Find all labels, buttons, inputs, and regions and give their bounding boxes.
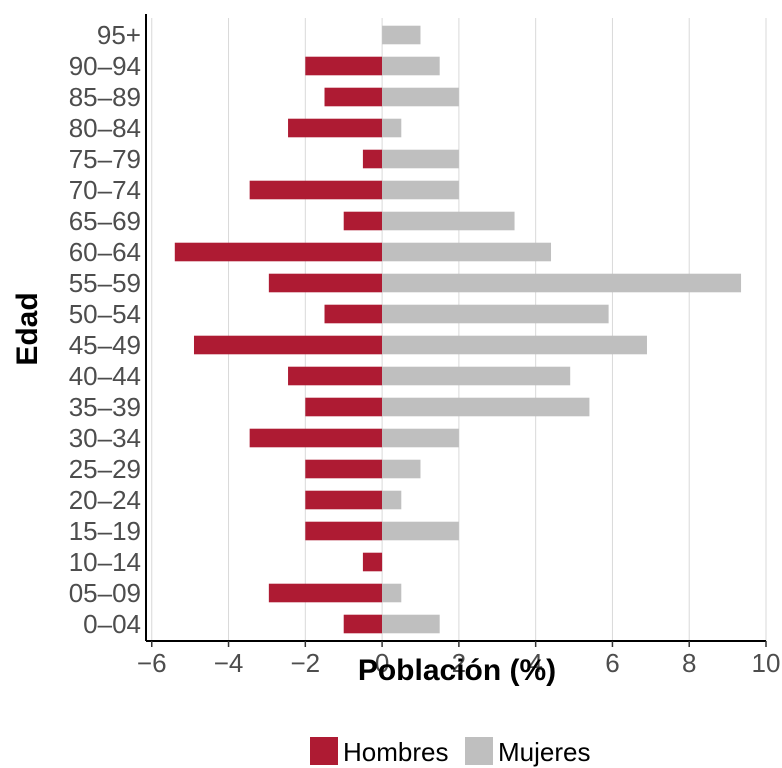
bar-mujeres-16 [382,118,402,138]
y-tick-label-12: 60–64 [69,237,141,267]
x-tick-label-8: 10 [752,648,781,678]
y-tick-label-1: 05–09 [69,578,141,608]
bar-hombres-15 [362,149,383,169]
legend-swatch-hombres [310,737,338,765]
bar-hombres-1 [268,583,383,603]
y-axis-title: Edad [11,292,44,365]
bar-hombres-14 [249,180,383,200]
bar-mujeres-3 [382,521,459,541]
bar-mujeres-6 [382,428,459,448]
y-tick-label-3: 15–19 [69,516,141,546]
bar-hombres-10 [324,304,383,324]
bar-mujeres-18 [382,56,440,76]
bar-mujeres-5 [382,459,421,479]
bar-mujeres-0 [382,614,440,634]
y-tick-label-0: 0–04 [83,609,141,639]
bar-mujeres-7 [382,397,590,417]
bar-mujeres-11 [382,273,742,293]
y-tick-label-6: 30–34 [69,423,141,453]
y-tick-label-2: 10–14 [69,547,141,577]
x-tick-label-3: 0 [375,648,389,678]
y-tick-label-5: 25–29 [69,454,141,484]
x-tick-label-5: 4 [528,648,542,678]
x-axis-title: Población (%) [358,654,556,687]
y-tick-label-7: 35–39 [69,392,141,422]
bar-mujeres-12 [382,242,552,262]
bar-mujeres-19 [382,25,421,45]
bar-hombres-9 [193,335,383,355]
y-tick-label-4: 20–24 [69,485,141,515]
y-tick-label-8: 40–44 [69,361,141,391]
x-tick-label-1: −4 [214,648,244,678]
y-tick-label-15: 75–79 [69,144,141,174]
y-tick-label-13: 65–69 [69,206,141,236]
bar-hombres-4 [305,490,383,510]
legend: Hombres Mujeres [310,737,590,767]
bar-hombres-8 [288,366,383,386]
y-tick-label-18: 90–94 [69,51,141,81]
bar-hombres-17 [324,87,383,107]
bars [174,25,742,634]
bar-hombres-16 [288,118,383,138]
legend-swatch-mujeres [465,737,493,765]
x-tick-labels: −6 −4 −2 0 2 4 6 8 10 [137,641,781,678]
y-tick-label-17: 85–89 [69,82,141,112]
bar-mujeres-13 [382,211,515,231]
y-tick-label-11: 55–59 [69,268,141,298]
bar-hombres-13 [343,211,383,231]
grid-lines [151,18,767,641]
x-tick-label-2: −2 [290,648,320,678]
bar-mujeres-1 [382,583,402,603]
y-tick-label-14: 70–74 [69,175,141,205]
bar-mujeres-4 [382,490,402,510]
y-tick-label-10: 50–54 [69,299,141,329]
y-tick-label-19: 95+ [97,20,141,50]
bar-mujeres-14 [382,180,459,200]
bar-mujeres-10 [382,304,609,324]
bar-hombres-0 [343,614,383,634]
bar-hombres-11 [268,273,383,293]
y-tick-labels: 0–0405–0910–1415–1920–2425–2930–3435–394… [69,20,141,639]
legend-label-mujeres: Mujeres [498,737,590,767]
bar-hombres-3 [305,521,383,541]
x-tick-label-0: −6 [137,648,167,678]
bar-mujeres-17 [382,87,459,107]
bar-hombres-7 [305,397,383,417]
bar-mujeres-15 [382,149,459,169]
axes [145,14,766,642]
bar-hombres-12 [174,242,383,262]
x-tick-label-4: 2 [452,648,466,678]
bar-hombres-2 [362,552,383,572]
bar-hombres-5 [305,459,383,479]
x-tick-label-7: 8 [682,648,696,678]
x-tick-label-6: 6 [605,648,619,678]
bar-mujeres-8 [382,366,571,386]
bar-mujeres-9 [382,335,647,355]
legend-label-hombres: Hombres [343,737,448,767]
bar-hombres-18 [305,56,383,76]
y-tick-label-16: 80–84 [69,113,141,143]
y-tick-label-9: 45–49 [69,330,141,360]
bar-hombres-6 [249,428,383,448]
